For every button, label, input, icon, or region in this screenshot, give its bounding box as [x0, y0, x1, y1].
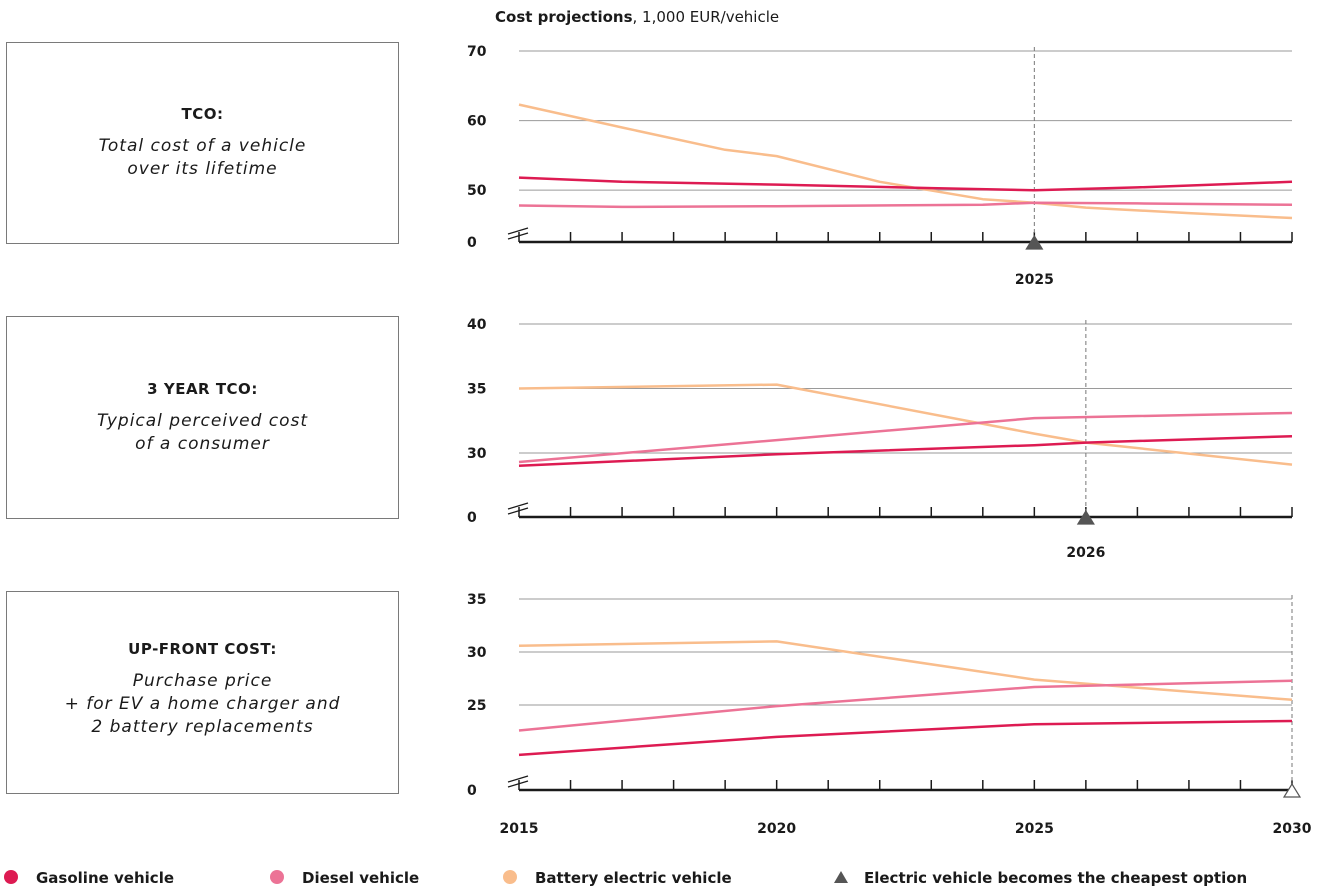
axis-break-mark	[507, 232, 529, 240]
y-tick-label: 25	[467, 698, 486, 714]
legend-item-gasoline: Gasoline vehicle	[4, 869, 174, 887]
axis-break-mark	[507, 780, 529, 788]
series-line-diesel	[518, 201, 1293, 209]
legend-item-diesel: Diesel vehicle	[270, 869, 419, 887]
series-line-gasoline	[518, 719, 1293, 757]
legend-label: Electric vehicle becomes the cheapest op…	[864, 869, 1248, 887]
legend-label: Diesel vehicle	[302, 869, 420, 887]
legend: Gasoline vehicle Diesel vehicle Battery …	[0, 869, 1342, 891]
triangle-marker-icon	[834, 871, 848, 883]
y-tick-label: 0	[467, 783, 477, 799]
series-line-diesel	[518, 679, 1293, 732]
axis-break-mark	[507, 775, 529, 783]
panel-heading: UP-FRONT COST:	[128, 640, 277, 658]
bev-dot-icon	[503, 870, 517, 884]
panel-description: Purchase price + for EV a home charger a…	[64, 671, 341, 737]
y-tick-label: 50	[467, 183, 487, 199]
panel-heading: TCO:	[181, 105, 224, 123]
series-line-bev	[518, 383, 1293, 466]
y-tick-label: 35	[467, 592, 486, 608]
chart-panel-3: 0 25 30 35 2015 2020 2025 2030	[467, 592, 1312, 837]
crossover-year-label: 2026	[1066, 545, 1105, 561]
crossover-triangle-marker	[1076, 509, 1095, 525]
crossover-triangle-marker	[1025, 234, 1044, 250]
y-tick-label: 30	[467, 645, 487, 661]
legend-item-crossover: Electric vehicle becomes the cheapest op…	[834, 869, 1247, 887]
series-line-gasoline	[518, 176, 1293, 192]
panel-description: Total cost of a vehicle over its lifetim…	[98, 136, 307, 179]
series-line-bev	[518, 103, 1293, 220]
series-line-gasoline	[518, 434, 1293, 468]
crossover-year-label: 2025	[1015, 272, 1054, 288]
panel-box-tco: TCO: Total cost of a vehicle over its li…	[6, 42, 399, 244]
legend-label: Gasoline vehicle	[36, 869, 175, 887]
diesel-dot-icon	[270, 870, 284, 884]
panel-description: Typical perceived cost of a consumer	[96, 411, 309, 454]
x-tick-label: 2030	[1273, 821, 1312, 837]
y-tick-label: 0	[467, 510, 477, 526]
chart-panel-1: 0 50 60 70 2025	[467, 44, 1293, 288]
panel-box-upfront: UP-FRONT COST: Purchase price + for EV a…	[6, 591, 399, 794]
x-tick-label: 2015	[500, 821, 539, 837]
y-tick-label: 40	[467, 317, 487, 333]
x-tick-label: 2025	[1015, 821, 1054, 837]
y-tick-label: 30	[467, 446, 487, 462]
chart-title: Cost projections, 1,000 EUR/vehicle	[495, 8, 779, 26]
y-tick-label: 60	[467, 114, 487, 130]
axis-break-mark	[507, 227, 529, 235]
chart-title-units: , 1,000 EUR/vehicle	[632, 8, 780, 26]
chart-title-bold: Cost projections	[495, 8, 633, 26]
y-tick-label: 0	[467, 235, 477, 251]
gasoline-dot-icon	[4, 870, 18, 884]
legend-label: Battery electric vehicle	[535, 869, 732, 887]
series-line-bev	[518, 640, 1293, 702]
crossover-triangle-marker	[1282, 782, 1302, 798]
series-line-diesel	[518, 411, 1293, 464]
legend-item-bev: Battery electric vehicle	[503, 869, 732, 887]
panel-heading: 3 YEAR TCO:	[147, 380, 258, 398]
panel-box-3yr-tco: 3 YEAR TCO: Typical perceived cost of a …	[6, 316, 399, 519]
x-tick-label: 2020	[757, 821, 796, 837]
y-tick-label: 35	[467, 381, 486, 397]
y-tick-label: 70	[467, 44, 487, 60]
axis-break-mark	[507, 502, 529, 510]
axis-break-mark	[507, 507, 529, 515]
chart-panel-2: 0 30 35 40 2026	[467, 317, 1293, 561]
